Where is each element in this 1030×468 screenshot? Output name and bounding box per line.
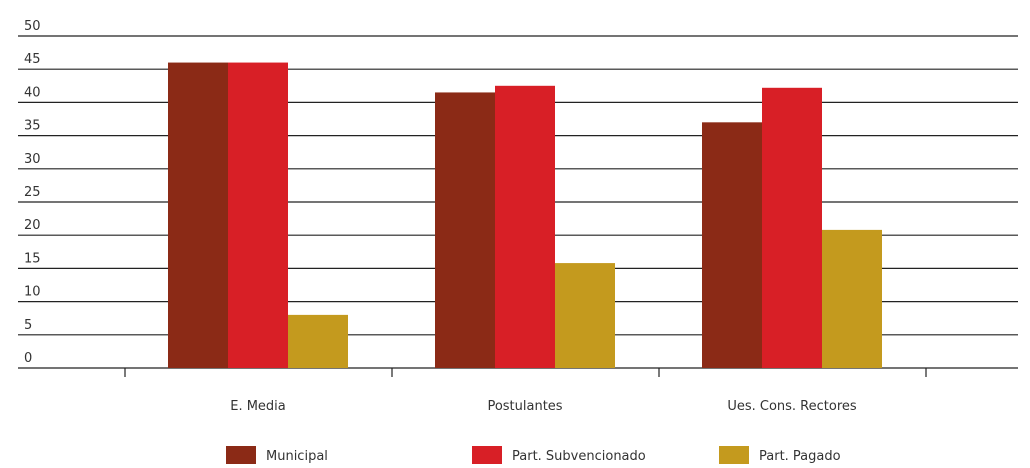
y-tick-label: 10 [24,285,41,300]
bar-part-pagado-0 [288,314,348,368]
legend-item: Municipal [226,446,328,464]
legend: Municipal Part. Subvencionado Part. Pagado [226,446,841,464]
legend-swatch [226,446,256,464]
x-category-label: Ues. Cons. Rectores [727,399,857,414]
bar-part-pagado-2 [822,229,882,368]
y-tick-label: 50 [24,19,41,34]
y-tick-label: 20 [24,218,41,233]
legend-swatch [472,446,502,464]
y-tick-label: 45 [24,52,41,67]
x-axis [124,368,927,377]
y-tick-label: 15 [24,251,41,266]
bar-municipal-0 [168,62,228,369]
y-tick-label: 35 [24,119,41,134]
bars [168,62,882,369]
x-category-label: E. Media [230,399,286,414]
x-axis-category-labels: E. Media Postulantes Ues. Cons. Rectores [230,399,857,414]
legend-item: Part. Subvencionado [472,446,646,464]
legend-item: Part. Pagado [719,446,841,464]
bar-part-subvencionado-0 [228,62,288,369]
y-tick-label: 0 [24,351,32,366]
bar-part-subvencionado-2 [762,87,822,369]
legend-swatch [719,446,749,464]
legend-label: Part. Pagado [759,449,841,464]
y-tick-label: 30 [24,152,41,167]
bar-municipal-1 [435,92,495,368]
legend-label: Municipal [266,449,328,464]
legend-label: Part. Subvencionado [512,449,646,464]
y-axis-tick-labels: 0 5 10 15 20 25 30 35 40 45 50 [24,19,41,366]
bar-municipal-2 [702,122,762,368]
bar-part-pagado-1 [555,263,615,368]
y-tick-label: 40 [24,85,41,100]
y-tick-label: 25 [24,185,41,200]
y-tick-label: 5 [24,318,32,333]
x-category-label: Postulantes [487,399,562,414]
bar-part-subvencionado-1 [495,85,555,369]
